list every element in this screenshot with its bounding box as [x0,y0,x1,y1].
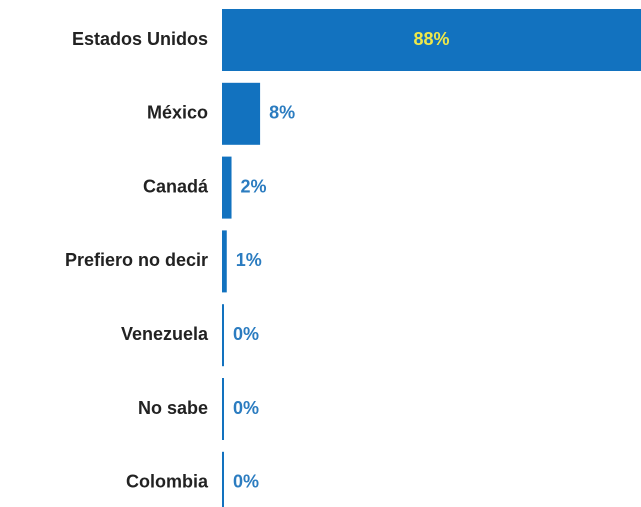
category-label: Estados Unidos [72,29,208,49]
value-label: 0% [233,398,259,418]
value-label: 2% [241,176,267,196]
value-label: 0% [233,472,259,492]
bar [222,82,261,145]
value-label: 8% [269,103,295,123]
bar [222,451,224,507]
bar [222,230,227,293]
bar [222,156,232,219]
value-label: 88% [413,29,449,49]
value-label: 0% [233,324,259,344]
bar [222,304,224,367]
category-label: Colombia [126,472,209,492]
category-label: No sabe [138,398,208,418]
category-label: Canadá [143,176,209,196]
category-label: México [147,103,208,123]
bar [222,378,224,440]
bar [222,9,641,71]
category-label: Venezuela [121,324,209,344]
category-label: Prefiero no decir [65,250,208,270]
value-label: 1% [236,250,262,270]
